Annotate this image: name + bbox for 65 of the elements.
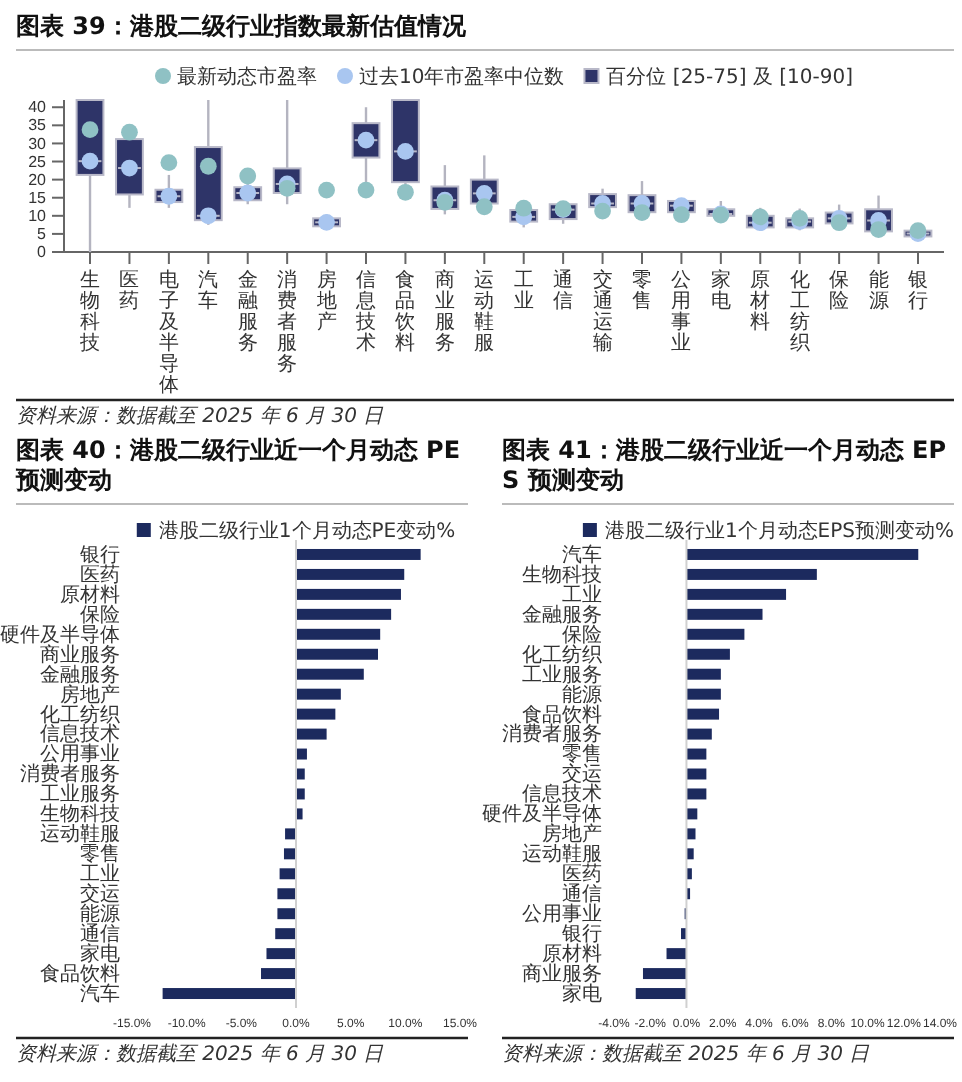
y-tick-label: 运动鞋服 — [40, 822, 120, 847]
legend-label: 最新动态市盈率 — [177, 65, 317, 89]
y-tick-label: 工业 — [80, 862, 120, 887]
x-tick-label: 公用事业 — [671, 268, 692, 355]
x-tick-label: 原材料 — [748, 270, 771, 334]
y-tick-label: 40 — [28, 98, 48, 117]
x-tick-label: 能源 — [868, 268, 889, 313]
y-tick-label: 医药 — [80, 562, 120, 587]
x-tick-label: 保险 — [829, 270, 850, 313]
y-tick-label: 交运 — [80, 882, 120, 907]
y-tick-label: 15 — [28, 188, 48, 207]
text: 资料来源：数据截至 2025 年 6 月 30 日 — [502, 1042, 872, 1066]
y-tick-label: 0 — [37, 243, 48, 262]
chart-title: 图表 39：港股二级行业指数最新估值情况 — [16, 12, 468, 40]
y-tick-label: 硬件及半导体 — [0, 622, 120, 647]
y-tick-label: 金融服务 — [40, 662, 120, 687]
y-tick-label: 食品饮料 — [40, 961, 120, 986]
y-tick-label: 10 — [28, 206, 48, 225]
y-tick-label: 银行 — [78, 544, 120, 567]
y-tick-label: 商业服务 — [40, 642, 120, 667]
x-tick-label: 金融服务 — [237, 268, 258, 355]
y-tick-label: 房地产 — [60, 682, 120, 707]
y-tick-label: 零售 — [562, 742, 602, 767]
legend-label: 港股二级行业1个月动态PE变动% — [158, 519, 456, 543]
x-tick-label: 食品饮料 — [393, 268, 416, 355]
legend-label: 港股二级行业1个月动态EPS预测变动% — [604, 519, 954, 543]
x-tick-label: 电子及半导体 — [158, 268, 179, 397]
y-tick-label: 工业服务 — [522, 662, 602, 687]
y-tick-label: 食品饮料 — [522, 702, 602, 727]
x-tick-label: 汽车 — [198, 268, 219, 313]
y-tick-label: 消费者服务 — [502, 722, 602, 747]
y-tick-label: 保险 — [80, 602, 120, 627]
y-tick-label: 25 — [28, 152, 48, 171]
x-tick-label: 消费者服务 — [277, 268, 298, 376]
chart-title: 图表 41：港股二级行业近一个月动态 EPS 预测变动 — [502, 436, 947, 494]
y-tick-label: 金融服务 — [522, 602, 602, 627]
x-tick-label: 零售 — [631, 270, 652, 313]
x-tick-label: 家电 — [710, 268, 731, 313]
y-tick-label: 工业 — [562, 582, 602, 607]
y-tick-label: 汽车 — [80, 981, 120, 1006]
x-tick-label: 银行 — [905, 270, 928, 313]
y-tick-label: 保险 — [562, 622, 602, 647]
y-tick-label: 汽车 — [562, 542, 602, 567]
y-tick-label: 20 — [28, 170, 48, 189]
text: 资料来源：数据截至 2025 年 6 月 30 日 — [16, 404, 386, 428]
x-tick-label: 交通运输 — [592, 268, 613, 355]
x-tick-label: 化工纺织 — [789, 268, 810, 355]
y-tick-label: 化工纺织 — [40, 702, 120, 727]
x-tick-label: 商业服务 — [434, 268, 455, 355]
text: 资料来源：数据截至 2025 年 6 月 30 日 — [16, 1042, 386, 1066]
x-tick-label: 房地产 — [314, 268, 337, 334]
legend-label: 过去10年市盈率中位数 — [359, 65, 565, 89]
y-tick-label: 生物科技 — [522, 562, 602, 587]
y-tick-label: 原材料 — [60, 582, 120, 607]
y-tick-label: 35 — [28, 116, 48, 135]
legend-label: 百分位 [25-75] 及 [10-90] — [606, 65, 854, 89]
x-tick-label: 信息技术 — [354, 268, 377, 355]
y-tick-label: 家电 — [562, 981, 602, 1006]
y-tick-label: 商业服务 — [522, 961, 602, 986]
y-tick-label: 公用事业 — [522, 902, 602, 927]
y-tick-label: 能源 — [562, 682, 602, 707]
chart-title: 图表 40：港股二级行业近一个月动态 PE 预测变动 — [14, 436, 469, 494]
y-tick-label: 化工纺织 — [522, 642, 602, 667]
y-tick-label: 5 — [37, 225, 48, 244]
y-tick-label: 30 — [28, 134, 48, 153]
